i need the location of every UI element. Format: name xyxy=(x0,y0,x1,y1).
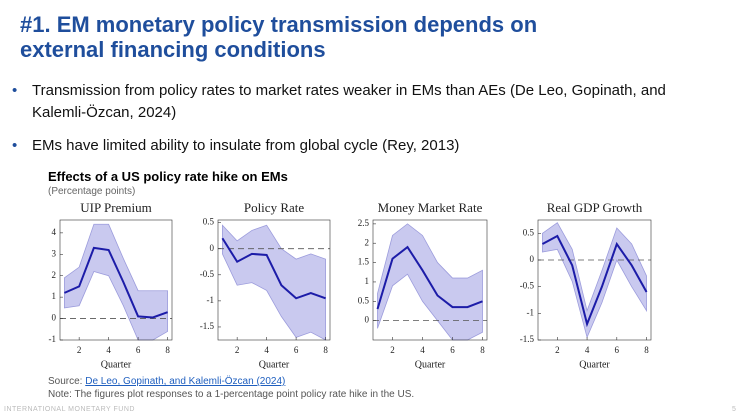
source-link[interactable]: De Leo, Gopinath, and Kalemli-Özcan (202… xyxy=(85,376,286,387)
title-line: external financing conditions xyxy=(20,37,326,62)
bullet: • Transmission from policy rates to marke… xyxy=(12,82,666,121)
chart-title: UIP Premium xyxy=(80,200,151,215)
source-label: Source: xyxy=(48,376,83,387)
line xyxy=(64,246,168,319)
x-tick-label: 2 xyxy=(77,345,82,355)
y-tick-label: 1.5 xyxy=(358,257,370,267)
x-tick-label: 8 xyxy=(165,345,170,355)
y-tick-label: 2 xyxy=(52,270,57,280)
y-tick-label: 0 xyxy=(52,313,57,323)
y-tick-label: -1 xyxy=(49,334,57,344)
x-axis-label: Quarter xyxy=(415,359,446,370)
org-name: INTERNATIONAL MONETARY FUND xyxy=(4,406,135,413)
x-tick-label: 4 xyxy=(264,345,269,355)
x-axis-label: Quarter xyxy=(101,359,132,370)
y-tick-label: 1 xyxy=(52,291,57,301)
x-tick-label: 2 xyxy=(390,345,395,355)
x-axis-label: Quarter xyxy=(259,359,290,370)
figure-title: Effects of a US policy rate hike on EMs xyxy=(48,169,288,184)
y-tick-label: -1 xyxy=(207,295,215,305)
x-axis-label: Quarter xyxy=(579,359,610,370)
y-tick-label: -1.5 xyxy=(520,334,535,344)
y-tick-label: -0.5 xyxy=(520,281,535,291)
y-tick-label: -1.5 xyxy=(200,321,215,331)
y-tick-label: 3 xyxy=(52,248,57,258)
y-tick-label: 2.5 xyxy=(358,218,370,228)
x-tick-label: 8 xyxy=(323,345,328,355)
x-tick-label: 6 xyxy=(615,345,620,355)
x-tick-label: 2 xyxy=(235,345,240,355)
title-line: #1. EM monetary policy transmission depe… xyxy=(20,12,538,37)
line xyxy=(376,245,483,310)
y-tick-label: 0.5 xyxy=(523,227,535,237)
x-tick-label: 2 xyxy=(555,345,560,355)
axes-frame xyxy=(537,219,652,341)
source: Source: De Leo, Gopinath, and Kalemli-Öz… xyxy=(48,376,285,387)
axes-frame xyxy=(59,219,173,341)
slide-title: #1. EM monetary policy transmission depe… xyxy=(20,12,537,62)
note: Note: The figures plot responses to a 1-… xyxy=(48,389,415,400)
chart-title: Real GDP Growth xyxy=(547,200,643,215)
bullet-text: EMs have limited ability to insulate fro… xyxy=(32,137,460,154)
line xyxy=(221,237,326,300)
y-tick-label: -1 xyxy=(527,307,535,317)
y-tick-label: 2 xyxy=(365,237,370,247)
y-tick-label: 4 xyxy=(52,227,57,237)
y-tick-label: 0 xyxy=(530,254,535,264)
y-tick-label: 0 xyxy=(210,243,215,253)
axes-frame xyxy=(372,219,488,341)
confidence-band xyxy=(64,223,168,341)
x-tick-label: 6 xyxy=(136,345,141,355)
bullet-text: Transmission from policy rates to market… xyxy=(32,82,666,121)
x-tick-label: 4 xyxy=(106,345,111,355)
figure-subtitle: (Percentage points) xyxy=(48,186,136,197)
x-tick-label: 6 xyxy=(294,345,299,355)
x-tick-label: 6 xyxy=(450,345,455,355)
x-tick-label: 4 xyxy=(585,345,590,355)
y-tick-label: 0.5 xyxy=(358,295,370,305)
y-tick-label: -0.5 xyxy=(200,269,215,279)
x-tick-label: 8 xyxy=(644,345,649,355)
x-tick-label: 4 xyxy=(420,345,425,355)
y-tick-label: 0.5 xyxy=(203,217,215,227)
bullet: • EMs have limited ability to insulate fr… xyxy=(12,137,460,154)
y-tick-label: 1 xyxy=(365,276,370,286)
confidence-band xyxy=(222,224,326,341)
chart-title: Policy Rate xyxy=(244,200,305,215)
x-tick-label: 8 xyxy=(480,345,485,355)
confidence-band xyxy=(542,222,647,339)
axes-frame xyxy=(217,219,331,341)
y-tick-label: 0 xyxy=(365,315,370,325)
chart-title: Money Market Rate xyxy=(378,200,483,215)
page-number: 5 xyxy=(732,406,736,413)
line xyxy=(541,234,648,328)
